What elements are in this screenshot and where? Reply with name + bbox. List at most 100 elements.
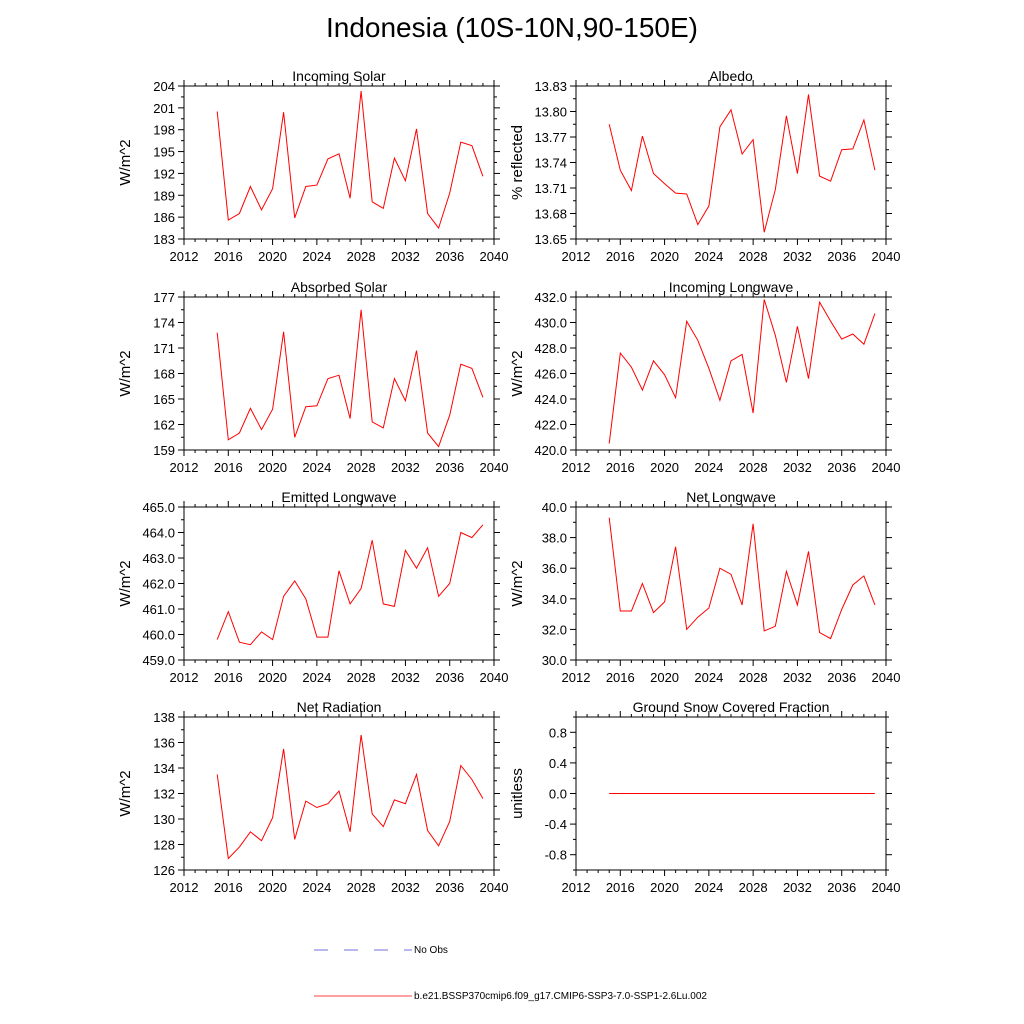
x-tick-label: 2020 — [650, 670, 679, 685]
y-tick-label: 13.77 — [534, 130, 567, 145]
x-tick-label: 2024 — [302, 249, 331, 264]
panel-emitted-longwave: Emitted Longwave W/m^2 2012 2016 2020 2024 202… — [117, 489, 508, 685]
x-tick-label: 2040 — [872, 249, 901, 264]
x-tick-label: 2028 — [347, 249, 376, 264]
series-line — [216, 309, 484, 448]
y-tick-label: 134 — [153, 761, 175, 776]
x-tick-label: 2012 — [562, 460, 591, 475]
y-tick-label: 460.0 — [142, 628, 175, 643]
y-tick-label: 13.71 — [534, 181, 567, 196]
x-tick-label: 2012 — [170, 460, 199, 475]
x-tick-label: 2012 — [170, 249, 199, 264]
y-tick-label: 132 — [153, 787, 175, 802]
y-tick-label: 34.0 — [542, 592, 567, 607]
x-tick-label: 2024 — [694, 880, 723, 895]
x-tick-label: 2020 — [650, 249, 679, 264]
series-line — [608, 517, 876, 640]
panel-title: Incoming Longwave — [669, 279, 794, 295]
x-tick-label: 2024 — [302, 880, 331, 895]
x-tick-label: 2016 — [214, 460, 243, 475]
panel-title: Absorbed Solar — [291, 279, 388, 295]
x-tick-label: 2024 — [694, 460, 723, 475]
panel-absorbed-solar: Absorbed Solar W/m^2 2012 2016 2020 2024 2028 2… — [117, 279, 508, 475]
y-axis-label: W/m^2 — [509, 560, 526, 606]
y-tick-label: 195 — [153, 145, 175, 160]
x-tick-label: 2016 — [606, 460, 635, 475]
plot-frame — [183, 506, 495, 661]
x-tick-label: 2020 — [650, 880, 679, 895]
y-tick-label: 464.0 — [142, 526, 175, 541]
x-tick-label: 2020 — [258, 880, 287, 895]
y-tick-label: 171 — [153, 341, 175, 356]
x-tick-label: 2028 — [739, 249, 768, 264]
y-axis-label: W/m^2 — [117, 770, 134, 816]
x-tick-label: 2032 — [391, 460, 420, 475]
panel-incoming-longwave: Incoming Longwave W/m^2 2012 2016 2020 2024 20… — [509, 279, 900, 475]
y-tick-label: 30.0 — [542, 653, 567, 668]
x-tick-label: 2020 — [258, 670, 287, 685]
plot-frame — [183, 85, 495, 240]
panel-net-longwave: Net Longwave W/m^2 2012 2016 2020 2024 2028 203… — [509, 489, 900, 685]
y-tick-label: 189 — [153, 188, 175, 203]
x-tick-label: 2020 — [650, 460, 679, 475]
legend-obs-label: No Obs — [414, 945, 448, 956]
series-line — [216, 524, 484, 646]
y-tick-label: 13.65 — [534, 232, 567, 247]
x-tick-label: 2012 — [562, 670, 591, 685]
x-tick-label: 2012 — [170, 670, 199, 685]
y-tick-label: 40.0 — [542, 500, 567, 515]
y-tick-label: 463.0 — [142, 551, 175, 566]
series-line — [608, 94, 876, 233]
y-tick-label: 183 — [153, 232, 175, 247]
y-tick-label: 138 — [153, 710, 175, 725]
x-tick-label: 2024 — [302, 670, 331, 685]
x-tick-label: 2016 — [214, 880, 243, 895]
y-tick-label: 126 — [153, 863, 175, 878]
x-tick-label: 2028 — [347, 460, 376, 475]
y-tick-label: 177 — [153, 290, 175, 305]
x-tick-label: 2012 — [562, 249, 591, 264]
x-tick-label: 2020 — [258, 460, 287, 475]
y-tick-label: 168 — [153, 367, 175, 382]
panel-title: Emitted Longwave — [281, 489, 396, 505]
panel-title: Ground Snow Covered Fraction — [633, 699, 830, 715]
x-tick-label: 2036 — [827, 460, 856, 475]
x-tick-label: 2036 — [435, 249, 464, 264]
y-tick-label: 0.0 — [549, 787, 567, 802]
y-tick-label: 162 — [153, 418, 175, 433]
x-tick-label: 2032 — [783, 670, 812, 685]
x-tick-label: 2016 — [214, 249, 243, 264]
y-tick-label: 426.0 — [534, 367, 567, 382]
panel-ground-snow-covered-fraction: Ground Snow Covered Fraction unitless 2012… — [509, 699, 900, 895]
y-tick-label: 201 — [153, 101, 175, 116]
page-title: Indonesia (10S-10N,90-150E) — [325, 12, 698, 43]
y-tick-label: 420.0 — [534, 443, 567, 458]
y-tick-label: 461.0 — [142, 602, 175, 617]
x-tick-label: 2032 — [783, 880, 812, 895]
x-tick-label: 2028 — [347, 670, 376, 685]
y-tick-label: 0.4 — [549, 756, 567, 771]
x-tick-label: 2012 — [170, 880, 199, 895]
y-tick-label: -0.8 — [545, 848, 567, 863]
y-tick-label: 459.0 — [142, 653, 175, 668]
x-tick-label: 2032 — [783, 460, 812, 475]
y-tick-label: 465.0 — [142, 500, 175, 515]
y-tick-label: 424.0 — [534, 392, 567, 407]
y-tick-label: 136 — [153, 736, 175, 751]
x-tick-label: 2040 — [872, 880, 901, 895]
x-tick-label: 2036 — [435, 460, 464, 475]
x-tick-label: 2032 — [391, 249, 420, 264]
x-tick-label: 2016 — [606, 249, 635, 264]
x-tick-label: 2024 — [302, 460, 331, 475]
x-tick-label: 2016 — [214, 670, 243, 685]
y-axis-label: % reflected — [509, 125, 526, 200]
x-tick-label: 2036 — [435, 670, 464, 685]
y-tick-label: 186 — [153, 210, 175, 225]
legend: No Obs b.e21.BSSP370cmip6.f09_g17.CMIP6-S… — [314, 945, 707, 1002]
y-tick-label: 38.0 — [542, 531, 567, 546]
panel-net-radiation: Net Radiation W/m^2 2012 2016 2020 2024 2028 20… — [117, 699, 508, 895]
y-tick-label: 174 — [153, 316, 175, 331]
y-tick-label: 13.80 — [534, 105, 567, 120]
y-tick-label: -0.4 — [545, 817, 567, 832]
plot-frame — [183, 296, 495, 451]
